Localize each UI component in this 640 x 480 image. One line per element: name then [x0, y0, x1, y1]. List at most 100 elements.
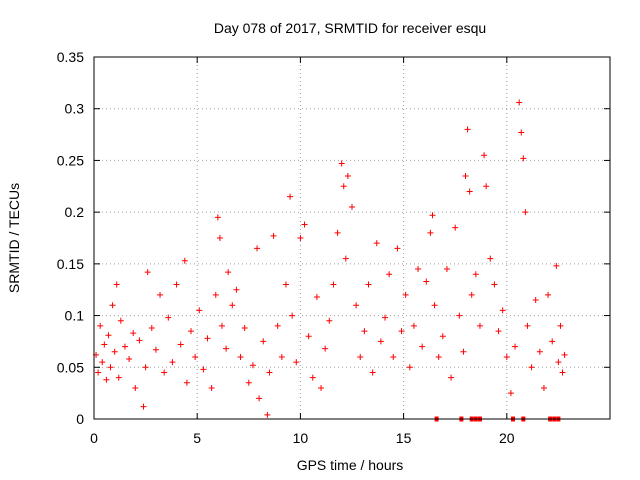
- data-point: [344, 172, 351, 179]
- data-point: [301, 221, 308, 228]
- data-point: [443, 266, 450, 273]
- data-point: [249, 362, 256, 369]
- y-tick-label: 0.3: [65, 101, 85, 117]
- data-point: [318, 384, 325, 391]
- y-tick-label: 0.15: [57, 256, 84, 272]
- data-point: [557, 322, 564, 329]
- data-point: [157, 291, 164, 298]
- x-tick-label: 0: [90, 430, 98, 446]
- data-point: [218, 322, 225, 329]
- data-point: [111, 348, 118, 355]
- data-point: [520, 155, 527, 162]
- data-point: [309, 374, 316, 381]
- grid-lines: [94, 57, 610, 419]
- data-point: [326, 317, 333, 324]
- data-point: [435, 353, 442, 360]
- data-point: [274, 322, 281, 329]
- data-point: [512, 343, 519, 350]
- data-point: [126, 356, 133, 363]
- data-point: [130, 330, 137, 337]
- data-point: [225, 269, 232, 276]
- data-point: [382, 314, 389, 321]
- data-points: [93, 99, 568, 422]
- axis-ticks: 0 5 10 15 20 0 0.05 0.1 0.15 0.2 0.25 0.3 0.35: [57, 49, 610, 446]
- data-point: [419, 343, 426, 350]
- data-point: [322, 345, 329, 352]
- data-point: [503, 353, 510, 360]
- data-point: [260, 338, 267, 345]
- data-point: [97, 322, 104, 329]
- data-point: [297, 235, 304, 241]
- data-point: [334, 229, 341, 236]
- data-point: [152, 346, 159, 353]
- data-point: [181, 257, 188, 264]
- data-point: [518, 129, 525, 136]
- data-point: [270, 232, 277, 239]
- data-point: [200, 366, 207, 373]
- data-point: [208, 384, 215, 391]
- data-point: [386, 271, 393, 278]
- data-point: [161, 369, 168, 376]
- data-point: [196, 307, 203, 314]
- data-point: [561, 351, 568, 358]
- x-tick-label: 20: [499, 430, 515, 446]
- data-point: [555, 359, 562, 366]
- data-point: [487, 255, 494, 262]
- data-point: [117, 317, 124, 324]
- data-point: [293, 359, 300, 366]
- data-point: [495, 328, 502, 335]
- data-point: [287, 193, 294, 200]
- data-point: [431, 302, 438, 309]
- data-point: [536, 348, 543, 355]
- data-point: [289, 312, 296, 319]
- data-point: [456, 312, 463, 319]
- data-point: [549, 338, 556, 345]
- data-point: [330, 281, 337, 288]
- data-point: [136, 337, 143, 344]
- data-point: [353, 302, 360, 309]
- data-point: [439, 333, 446, 340]
- data-point: [101, 341, 108, 348]
- data-point: [349, 203, 355, 210]
- data-point: [229, 302, 236, 309]
- data-point: [472, 271, 479, 278]
- data-point: [481, 152, 488, 159]
- data-point: [214, 214, 221, 221]
- data-point: [216, 235, 223, 241]
- data-point: [402, 291, 409, 298]
- data-point: [183, 379, 190, 386]
- data-point: [516, 99, 523, 106]
- data-point: [165, 314, 172, 321]
- data-point: [142, 364, 149, 371]
- data-point: [532, 297, 539, 304]
- y-tick-label: 0.1: [65, 308, 85, 324]
- data-point: [223, 345, 230, 352]
- data-point: [499, 307, 506, 314]
- data-point: [342, 255, 349, 262]
- data-point: [415, 266, 422, 273]
- data-point: [113, 281, 120, 288]
- data-point: [528, 364, 535, 371]
- data-point: [373, 240, 380, 247]
- data-point: [144, 269, 151, 276]
- data-point: [148, 324, 155, 331]
- data-point: [115, 374, 122, 381]
- data-point: [483, 183, 490, 190]
- data-point: [245, 379, 252, 386]
- data-point: [553, 262, 560, 269]
- data-point: [545, 291, 552, 298]
- data-point: [361, 328, 368, 335]
- data-point: [427, 229, 434, 236]
- x-axis-label: GPS time / hours: [297, 457, 404, 473]
- data-point: [212, 291, 219, 298]
- data-point: [522, 209, 529, 216]
- data-point: [410, 322, 417, 329]
- y-tick-label: 0.25: [57, 152, 84, 168]
- data-point: [369, 369, 376, 376]
- data-point: [394, 245, 401, 252]
- data-point: [406, 364, 413, 371]
- data-point: [132, 384, 139, 391]
- data-point: [233, 286, 240, 293]
- chart-title: Day 078 of 2017, SRMTID for receiver esq…: [214, 20, 486, 36]
